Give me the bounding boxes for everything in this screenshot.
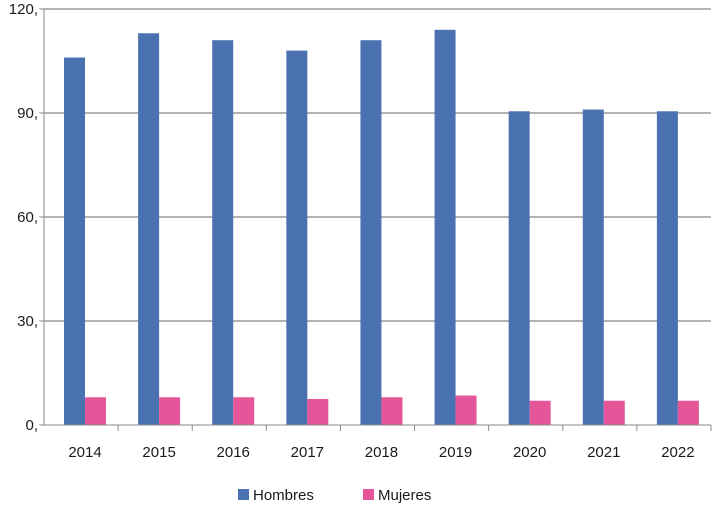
bar-hombres-2021 [582, 109, 604, 426]
bar-hombres-2020 [508, 111, 530, 426]
bar-mujeres-2014 [85, 397, 106, 425]
bar-hombres-2014 [64, 57, 85, 426]
bar-mujeres-2021 [603, 400, 625, 425]
x-tick-label: 2014 [68, 444, 101, 461]
x-tick-label: 2018 [365, 444, 398, 461]
bar-mujeres-2018 [381, 397, 403, 425]
y-tick-label: 90, [17, 105, 38, 122]
legend-swatch-mujeres [363, 489, 374, 500]
y-tick-label: 120, [9, 1, 38, 18]
y-axis-ticks: 0, 30, 60, 90, 120, [9, 1, 44, 434]
bars [64, 29, 699, 426]
x-tick-label: 2015 [142, 444, 175, 461]
x-tick-label: 2017 [291, 444, 324, 461]
legend-label-hombres: Hombres [253, 487, 314, 504]
bar-hombres-2017 [286, 50, 308, 425]
x-tick-label: 2019 [439, 444, 472, 461]
bar-hombres-2016 [212, 40, 234, 425]
y-tick-label: 30, [17, 313, 38, 330]
x-tick-label: 2021 [587, 444, 620, 461]
y-tick-label: 0, [25, 417, 38, 434]
x-tick-label: 2016 [217, 444, 250, 461]
bar-mujeres-2017 [307, 399, 329, 425]
bar-hombres-2018 [360, 40, 382, 425]
bar-mujeres-2015 [159, 397, 181, 425]
bar-mujeres-2020 [529, 400, 551, 425]
bar-mujeres-2016 [233, 397, 255, 425]
legend-label-mujeres: Mujeres [378, 487, 431, 504]
x-tick-label: 2020 [513, 444, 546, 461]
y-tick-label: 60, [17, 209, 38, 226]
bar-hombres-2019 [434, 29, 456, 426]
bar-hombres-2022 [656, 111, 678, 426]
legend-swatch-hombres [238, 489, 249, 500]
x-axis-ticks: 2014 2015 2016 2017 2018 2019 2020 2021 2022 [68, 425, 712, 461]
bar-mujeres-2019 [455, 395, 477, 425]
legend: Hombres Mujeres [238, 487, 431, 504]
bar-hombres-2015 [138, 33, 160, 426]
bar-mujeres-2022 [677, 400, 699, 425]
x-tick-label: 2022 [661, 444, 694, 461]
